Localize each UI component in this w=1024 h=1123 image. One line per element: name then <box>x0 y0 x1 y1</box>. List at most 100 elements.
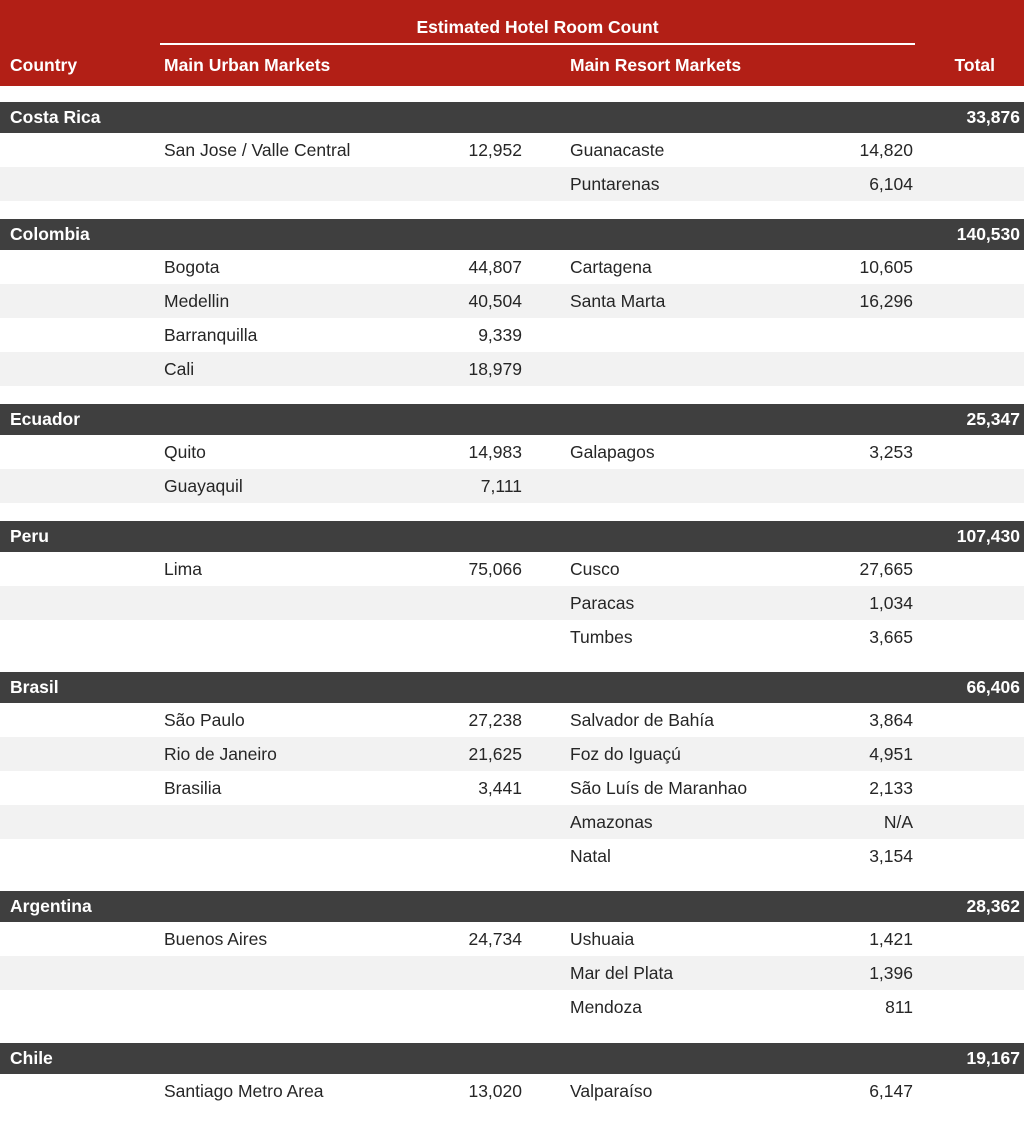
resort-room-count: 16,296 <box>859 290 913 311</box>
market-row: Mar del Plata 1,396 <box>0 956 1024 990</box>
urban-market-name: Brasilia <box>164 777 222 798</box>
country-section-brasil: Brasil 66,406 <box>0 672 1024 703</box>
resort-market-name: Puntarenas <box>570 173 660 194</box>
market-row: Lima 75,066 Cusco 27,665 <box>0 552 1024 586</box>
resort-market-name: Mendoza <box>570 996 642 1017</box>
urban-room-count: 44,807 <box>468 256 522 277</box>
country-name: Chile <box>10 1048 53 1068</box>
urban-market-name: São Paulo <box>164 709 245 730</box>
resort-market-name: Galapagos <box>570 441 655 462</box>
section-gap <box>0 1024 1024 1043</box>
resort-room-count: 3,864 <box>869 709 913 730</box>
resort-market-name: Santa Marta <box>570 290 666 311</box>
resort-room-count: N/A <box>883 811 913 832</box>
resort-market-name: Cusco <box>570 558 620 579</box>
resort-room-count: 3,253 <box>869 441 913 462</box>
market-row: Santiago Metro Area 13,020 Valparaíso 6,… <box>0 1074 1024 1108</box>
urban-market-name: Rio de Janeiro <box>164 743 277 764</box>
resort-room-count: 6,147 <box>869 1080 913 1101</box>
market-row: Paracas 1,034 <box>0 586 1024 620</box>
resort-market-name: Mar del Plata <box>570 962 674 983</box>
section-gap <box>0 503 1024 521</box>
urban-room-count: 9,339 <box>478 324 522 345</box>
country-name: Argentina <box>10 896 92 916</box>
market-row: Tumbes 3,665 <box>0 620 1024 654</box>
resort-room-count: 6,104 <box>869 173 913 194</box>
market-row: Bogota 44,807 Cartagena 10,605 <box>0 250 1024 284</box>
resort-room-count: 811 <box>885 996 913 1017</box>
market-row: Puntarenas 6,104 <box>0 167 1024 201</box>
urban-market-name: Guayaquil <box>164 475 243 496</box>
resort-room-count: 14,820 <box>859 139 913 160</box>
urban-room-count: 24,734 <box>468 928 522 949</box>
resort-market-name: Natal <box>570 845 611 866</box>
market-row: Barranquilla 9,339 <box>0 318 1024 352</box>
market-row: Medellin 40,504 Santa Marta 16,296 <box>0 284 1024 318</box>
resort-room-count: 4,951 <box>869 743 913 764</box>
urban-room-count: 7,111 <box>480 475 522 496</box>
resort-room-count: 27,665 <box>859 558 913 579</box>
market-row: San Jose / Valle Central 12,952 Guanacas… <box>0 133 1024 167</box>
section-gap <box>0 201 1024 219</box>
market-row: Mendoza 811 <box>0 990 1024 1024</box>
urban-market-name: San Jose / Valle Central <box>164 139 351 160</box>
resort-market-name: Cartagena <box>570 256 652 277</box>
country-section-colombia: Colombia 140,530 <box>0 219 1024 250</box>
urban-room-count: 14,983 <box>468 441 522 462</box>
resort-market-name: Ushuaia <box>570 928 635 949</box>
country-total: 25,347 <box>966 409 1020 429</box>
resort-market-name: Valparaíso <box>570 1080 653 1101</box>
urban-market-name: Medellin <box>164 290 230 311</box>
country-total: 19,167 <box>966 1048 1020 1068</box>
country-section-chile: Chile 19,167 <box>0 1043 1024 1074</box>
resort-room-count: 3,154 <box>869 845 913 866</box>
urban-market-name: Barranquilla <box>164 324 258 345</box>
urban-room-count: 3,441 <box>478 777 522 798</box>
urban-market-name: Buenos Aires <box>164 928 268 949</box>
urban-market-name: Bogota <box>164 256 220 277</box>
resort-market-name: Amazonas <box>570 811 653 832</box>
resort-room-count: 1,034 <box>869 592 913 613</box>
resort-market-name: Salvador de Bahía <box>570 709 714 730</box>
urban-room-count: 75,066 <box>468 558 522 579</box>
country-total: 66,406 <box>966 677 1020 697</box>
urban-market-name: Lima <box>164 558 202 579</box>
country-section-ecuador: Ecuador 25,347 <box>0 404 1024 435</box>
column-header-country: Country <box>10 55 78 75</box>
country-name: Colombia <box>10 224 90 244</box>
country-section-argentina: Argentina 28,362 <box>0 891 1024 922</box>
urban-market-name: Cali <box>164 358 195 379</box>
country-total: 140,530 <box>956 224 1020 244</box>
table-title: Estimated Hotel Room Count <box>160 17 915 45</box>
country-name: Costa Rica <box>10 107 101 127</box>
market-row: São Paulo 27,238 Salvador de Bahía 3,864 <box>0 703 1024 737</box>
column-header-total: Total <box>954 55 995 75</box>
resort-market-name: Tumbes <box>570 626 633 647</box>
market-row: Quito 14,983 Galapagos 3,253 <box>0 435 1024 469</box>
country-total: 28,362 <box>966 896 1020 916</box>
resort-market-name: Paracas <box>570 592 635 613</box>
country-name: Peru <box>10 526 49 546</box>
urban-room-count: 18,979 <box>468 358 522 379</box>
urban-room-count: 27,238 <box>468 709 522 730</box>
country-section-peru: Peru 107,430 <box>0 521 1024 552</box>
market-row: Amazonas N/A <box>0 805 1024 839</box>
market-row: Guayaquil 7,111 <box>0 469 1024 503</box>
country-section-costa-rica: Costa Rica 33,876 <box>0 102 1024 133</box>
section-gap <box>0 86 1024 102</box>
resort-market-name: São Luís de Maranhao <box>570 777 748 798</box>
resort-market-name: Foz do Iguaçú <box>570 743 681 764</box>
section-gap <box>0 654 1024 672</box>
section-gap <box>0 873 1024 891</box>
resort-room-count: 1,421 <box>869 928 913 949</box>
resort-room-count: 3,665 <box>869 626 913 647</box>
market-row: Rio de Janeiro 21,625 Foz do Iguaçú 4,95… <box>0 737 1024 771</box>
market-row: Buenos Aires 24,734 Ushuaia 1,421 <box>0 922 1024 956</box>
column-header-urban-markets: Main Urban Markets <box>164 55 331 75</box>
resort-room-count: 2,133 <box>869 777 913 798</box>
urban-market-name: Santiago Metro Area <box>164 1080 324 1101</box>
resort-market-name: Guanacaste <box>570 139 665 160</box>
country-name: Ecuador <box>10 409 81 429</box>
country-total: 107,430 <box>956 526 1020 546</box>
